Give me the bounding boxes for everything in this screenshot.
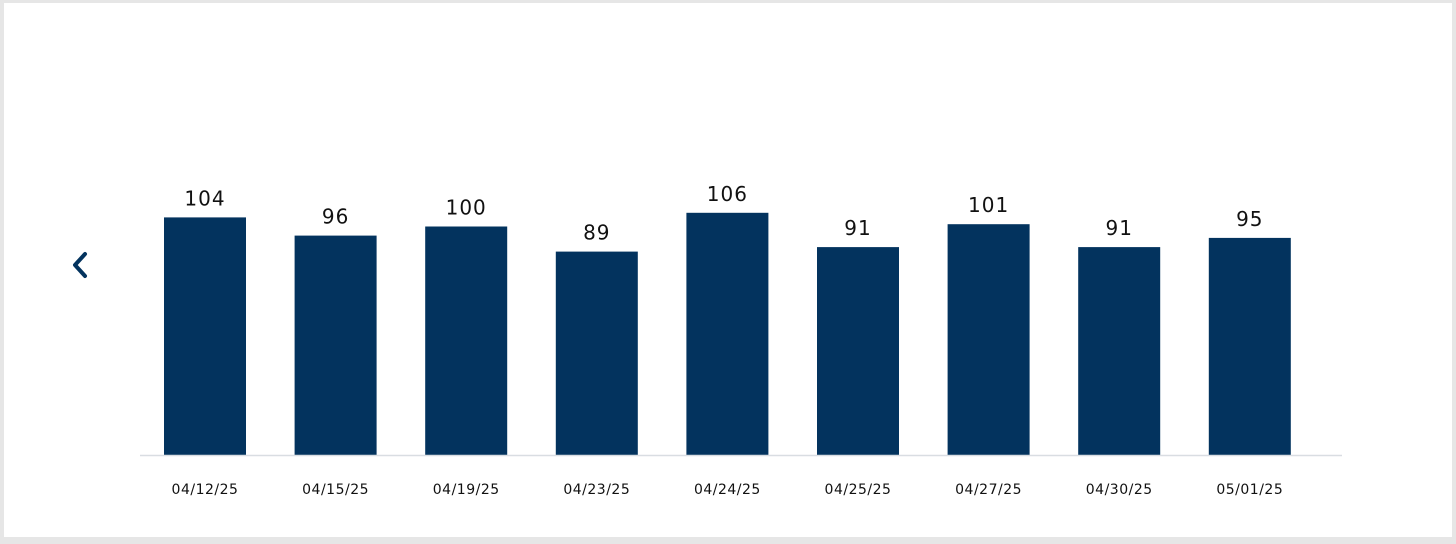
bar xyxy=(294,235,377,455)
bar-value-label: 101 xyxy=(968,193,1009,217)
bar-value-label: 100 xyxy=(446,196,487,220)
x-tick-label: 04/23/25 xyxy=(563,482,630,498)
x-tick-label: 04/25/25 xyxy=(825,482,892,498)
value-labels-group: 104 96 100 89 106 91 101 91 95 xyxy=(184,182,1263,245)
x-tick-label: 04/24/25 xyxy=(694,482,761,498)
x-tick-label: 04/19/25 xyxy=(433,482,500,498)
bar-value-label: 106 xyxy=(707,182,748,206)
bar-value-label: 91 xyxy=(1105,216,1132,240)
bar xyxy=(555,251,638,455)
bar xyxy=(817,247,899,455)
x-tick-label: 05/01/25 xyxy=(1216,482,1283,498)
bar-value-label: 89 xyxy=(583,221,610,245)
bar xyxy=(1078,247,1161,455)
bar xyxy=(686,212,769,455)
chevron-left-icon xyxy=(73,252,87,278)
bar-value-label: 95 xyxy=(1236,207,1263,231)
bar xyxy=(425,226,508,455)
x-tick-label: 04/12/25 xyxy=(172,482,239,498)
x-tick-label: 04/30/25 xyxy=(1086,482,1153,498)
bars-group xyxy=(164,212,1291,455)
bar-value-label: 91 xyxy=(844,216,871,240)
bar-value-label: 104 xyxy=(184,186,225,210)
chart-panel: 104 96 100 89 106 91 101 91 95 04/12/25 04/15/25 0… xyxy=(4,3,1452,537)
bar xyxy=(164,217,246,455)
x-tick-label: 04/27/25 xyxy=(955,482,1022,498)
bar xyxy=(947,224,1030,455)
bar xyxy=(1208,237,1291,455)
bar-value-label: 96 xyxy=(322,205,349,229)
x-tick-label: 04/15/25 xyxy=(302,482,369,498)
x-tick-labels-group: 04/12/25 04/15/25 04/19/25 04/23/25 04/24/25… xyxy=(172,482,1283,498)
previous-button[interactable] xyxy=(62,245,98,285)
